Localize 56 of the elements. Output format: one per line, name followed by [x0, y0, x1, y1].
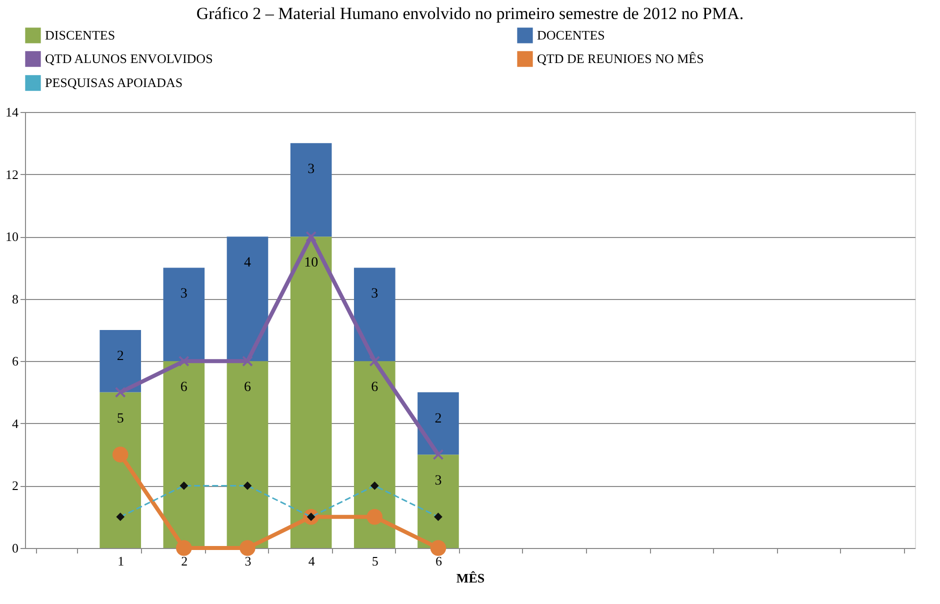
bar [354, 268, 396, 362]
point [114, 386, 126, 398]
y-tick-label: 8 [12, 291, 18, 306]
point [366, 508, 383, 525]
y-tick-label: 12 [6, 166, 18, 182]
bar [226, 361, 268, 548]
data-label: 6 [371, 380, 378, 396]
legend-label: QTD ALUNOS ENVOLVIDOS [45, 51, 213, 66]
data-label: 3 [308, 162, 315, 178]
chart-title: Gráfico 2 – Material Humano envolvido no primeiro semestre de 2012 no PMA. [196, 4, 744, 23]
bar [163, 268, 205, 362]
point [432, 449, 444, 460]
bar [418, 454, 459, 548]
legend-label: PESQUISAS APOIADAS [45, 75, 183, 90]
legend-label: QTD DE REUNIOES NO MÊS [537, 51, 704, 66]
bar [354, 361, 396, 548]
point [176, 540, 192, 556]
data-label: 3 [371, 286, 378, 302]
data-label: 2 [116, 349, 124, 364]
legend-label: DISCENTES [45, 27, 116, 42]
bar [226, 236, 268, 362]
bar [100, 330, 142, 392]
data-label: 6 [244, 380, 251, 396]
bar [290, 236, 332, 548]
y-tick-label: 0 [12, 540, 18, 556]
x-tick-label: 3 [244, 554, 252, 568]
x-tick-label: 1 [118, 554, 124, 568]
point [306, 231, 317, 242]
point [112, 446, 128, 462]
bar [163, 361, 205, 548]
point [430, 540, 446, 556]
x-tick-label: 4 [308, 554, 316, 568]
bar [290, 143, 332, 237]
legend-label: DOCENTES [537, 27, 605, 42]
bar [100, 392, 142, 548]
x-tick-label: 2 [181, 554, 188, 568]
point [240, 540, 256, 556]
y-tick-label: 4 [12, 416, 19, 431]
x-axis-title: MÊS [456, 570, 485, 586]
y-tick-label: 14 [6, 104, 19, 120]
data-label: 3 [434, 474, 442, 489]
point [369, 356, 380, 367]
x-tick-label: 6 [435, 554, 442, 568]
data-label: 6 [180, 380, 188, 396]
data-label: 4 [244, 256, 251, 271]
x-tick-label: 5 [372, 554, 378, 568]
y-tick-label: 2 [12, 478, 18, 494]
y-tick-label: 10 [6, 229, 18, 244]
data-label: 3 [180, 286, 188, 302]
data-label: 10 [304, 256, 318, 271]
data-label: 2 [434, 411, 442, 426]
data-label: 5 [116, 411, 124, 426]
y-tick-label: 6 [12, 354, 19, 369]
point [178, 356, 190, 367]
bar [418, 392, 459, 455]
point [242, 356, 253, 367]
